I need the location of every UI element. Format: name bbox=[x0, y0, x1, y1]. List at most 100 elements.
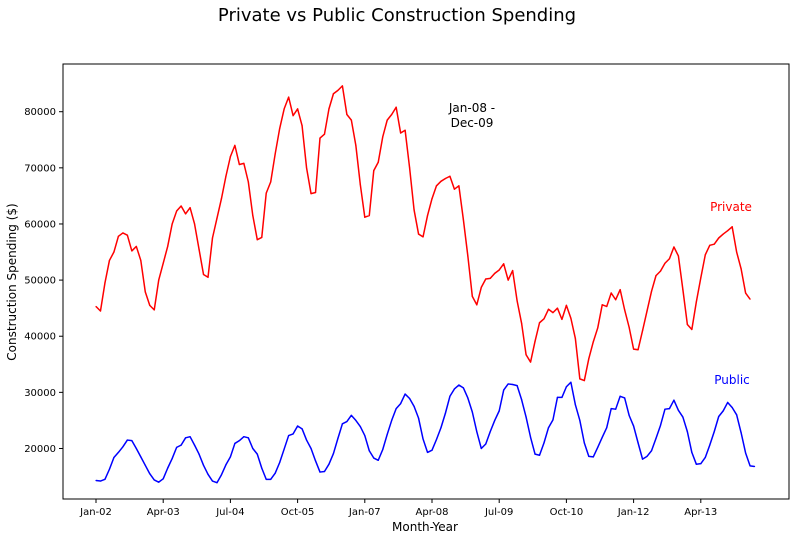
data-point-public bbox=[391, 419, 393, 422]
y-tick-label: 20000 bbox=[24, 444, 56, 455]
data-point-private bbox=[319, 137, 321, 139]
data-point-private bbox=[247, 181, 249, 183]
data-point-public bbox=[458, 384, 460, 386]
data-point-private bbox=[628, 326, 630, 328]
data-point-public bbox=[243, 436, 245, 438]
data-point-public bbox=[229, 456, 231, 458]
data-point-private bbox=[346, 113, 348, 116]
data-point-public bbox=[686, 431, 688, 433]
data-point-public bbox=[207, 473, 209, 475]
data-point-public bbox=[498, 410, 500, 412]
data-point-private bbox=[521, 322, 523, 324]
data-point-private bbox=[149, 304, 151, 306]
data-point-private bbox=[503, 263, 505, 265]
data-point-public bbox=[220, 474, 223, 476]
data-point-public bbox=[198, 453, 200, 455]
y-axis-title: Construction Spending ($) bbox=[5, 203, 19, 360]
data-point-public bbox=[305, 439, 308, 441]
annotation-line-2: Dec-09 bbox=[451, 116, 494, 130]
data-point-private bbox=[185, 213, 187, 215]
data-point-private bbox=[386, 119, 388, 121]
data-point-private bbox=[610, 292, 612, 294]
data-point-public bbox=[261, 467, 263, 469]
chart-title: Private vs Public Construction Spending bbox=[218, 5, 576, 26]
data-point-private bbox=[193, 223, 196, 225]
data-point-public bbox=[655, 437, 657, 439]
data-point-private bbox=[485, 278, 487, 280]
data-point-public bbox=[426, 451, 429, 454]
data-point-private bbox=[552, 312, 554, 314]
data-point-private bbox=[453, 188, 455, 190]
data-point-public bbox=[682, 416, 684, 418]
data-point-public bbox=[283, 448, 285, 450]
data-point-public bbox=[740, 432, 742, 434]
data-point-private bbox=[641, 330, 644, 332]
data-point-private bbox=[292, 115, 294, 117]
data-point-private bbox=[364, 216, 366, 218]
data-point-public bbox=[359, 425, 361, 428]
data-point-public bbox=[158, 481, 160, 483]
data-point-private bbox=[279, 127, 281, 130]
data-point-private bbox=[323, 133, 326, 135]
data-point-public bbox=[337, 437, 339, 439]
data-point-private bbox=[256, 239, 258, 241]
data-point-private bbox=[301, 125, 303, 127]
data-point-public bbox=[507, 383, 509, 385]
data-point-public bbox=[431, 449, 433, 451]
data-point-public bbox=[310, 447, 312, 450]
data-point-private bbox=[274, 153, 276, 155]
data-point-private bbox=[202, 273, 205, 276]
data-point-private bbox=[615, 299, 617, 301]
data-point-private bbox=[104, 282, 106, 284]
data-point-private bbox=[400, 132, 402, 134]
series-line-public bbox=[95, 381, 755, 484]
data-point-public bbox=[413, 405, 415, 407]
x-axis: Jan-02 Apr-03 Jul-04 Oct-05 Jan-07 Apr-08 Jul-… bbox=[79, 499, 717, 518]
data-point-public bbox=[525, 416, 527, 418]
data-point-private bbox=[409, 167, 411, 169]
x-tick-label: Oct-10 bbox=[550, 507, 584, 518]
data-point-private bbox=[650, 290, 653, 292]
data-point-public bbox=[556, 396, 559, 399]
data-point-private bbox=[619, 289, 621, 291]
data-point-private bbox=[494, 272, 496, 274]
data-point-public bbox=[646, 455, 648, 457]
data-point-public bbox=[494, 419, 496, 422]
data-point-private bbox=[176, 210, 178, 212]
data-point-private bbox=[140, 259, 142, 262]
data-point-private bbox=[305, 167, 308, 169]
data-point-public bbox=[131, 440, 133, 442]
data-point-public bbox=[274, 472, 276, 474]
data-point-private bbox=[234, 144, 236, 146]
data-point-public bbox=[202, 464, 205, 466]
data-point-private bbox=[117, 235, 119, 237]
data-point-private bbox=[561, 318, 563, 320]
data-point-private bbox=[695, 301, 697, 303]
data-point-private bbox=[588, 358, 590, 360]
data-point-public bbox=[453, 388, 455, 390]
data-point-private bbox=[736, 251, 738, 253]
data-point-public bbox=[328, 463, 330, 465]
data-point-private bbox=[341, 85, 343, 87]
data-point-private bbox=[108, 259, 111, 262]
data-point-public bbox=[673, 399, 675, 401]
data-point-public bbox=[664, 408, 666, 410]
data-point-public bbox=[225, 464, 227, 466]
data-point-private bbox=[225, 175, 227, 177]
series-line-private bbox=[95, 85, 751, 382]
x-tick-label: Jan-02 bbox=[79, 507, 112, 518]
data-point-public bbox=[108, 468, 111, 470]
data-point-public bbox=[211, 480, 214, 482]
data-point-private bbox=[211, 237, 214, 239]
data-point-private bbox=[682, 289, 684, 291]
data-point-public bbox=[332, 452, 335, 455]
data-point-public bbox=[722, 410, 724, 412]
data-point-public bbox=[234, 442, 236, 445]
data-point-public bbox=[346, 420, 348, 423]
data-point-public bbox=[176, 446, 178, 448]
x-tick-label: Jan-07 bbox=[348, 507, 381, 518]
data-point-public bbox=[727, 401, 729, 404]
data-point-private bbox=[467, 255, 469, 257]
data-point-private bbox=[686, 323, 688, 326]
data-point-private bbox=[538, 322, 541, 324]
